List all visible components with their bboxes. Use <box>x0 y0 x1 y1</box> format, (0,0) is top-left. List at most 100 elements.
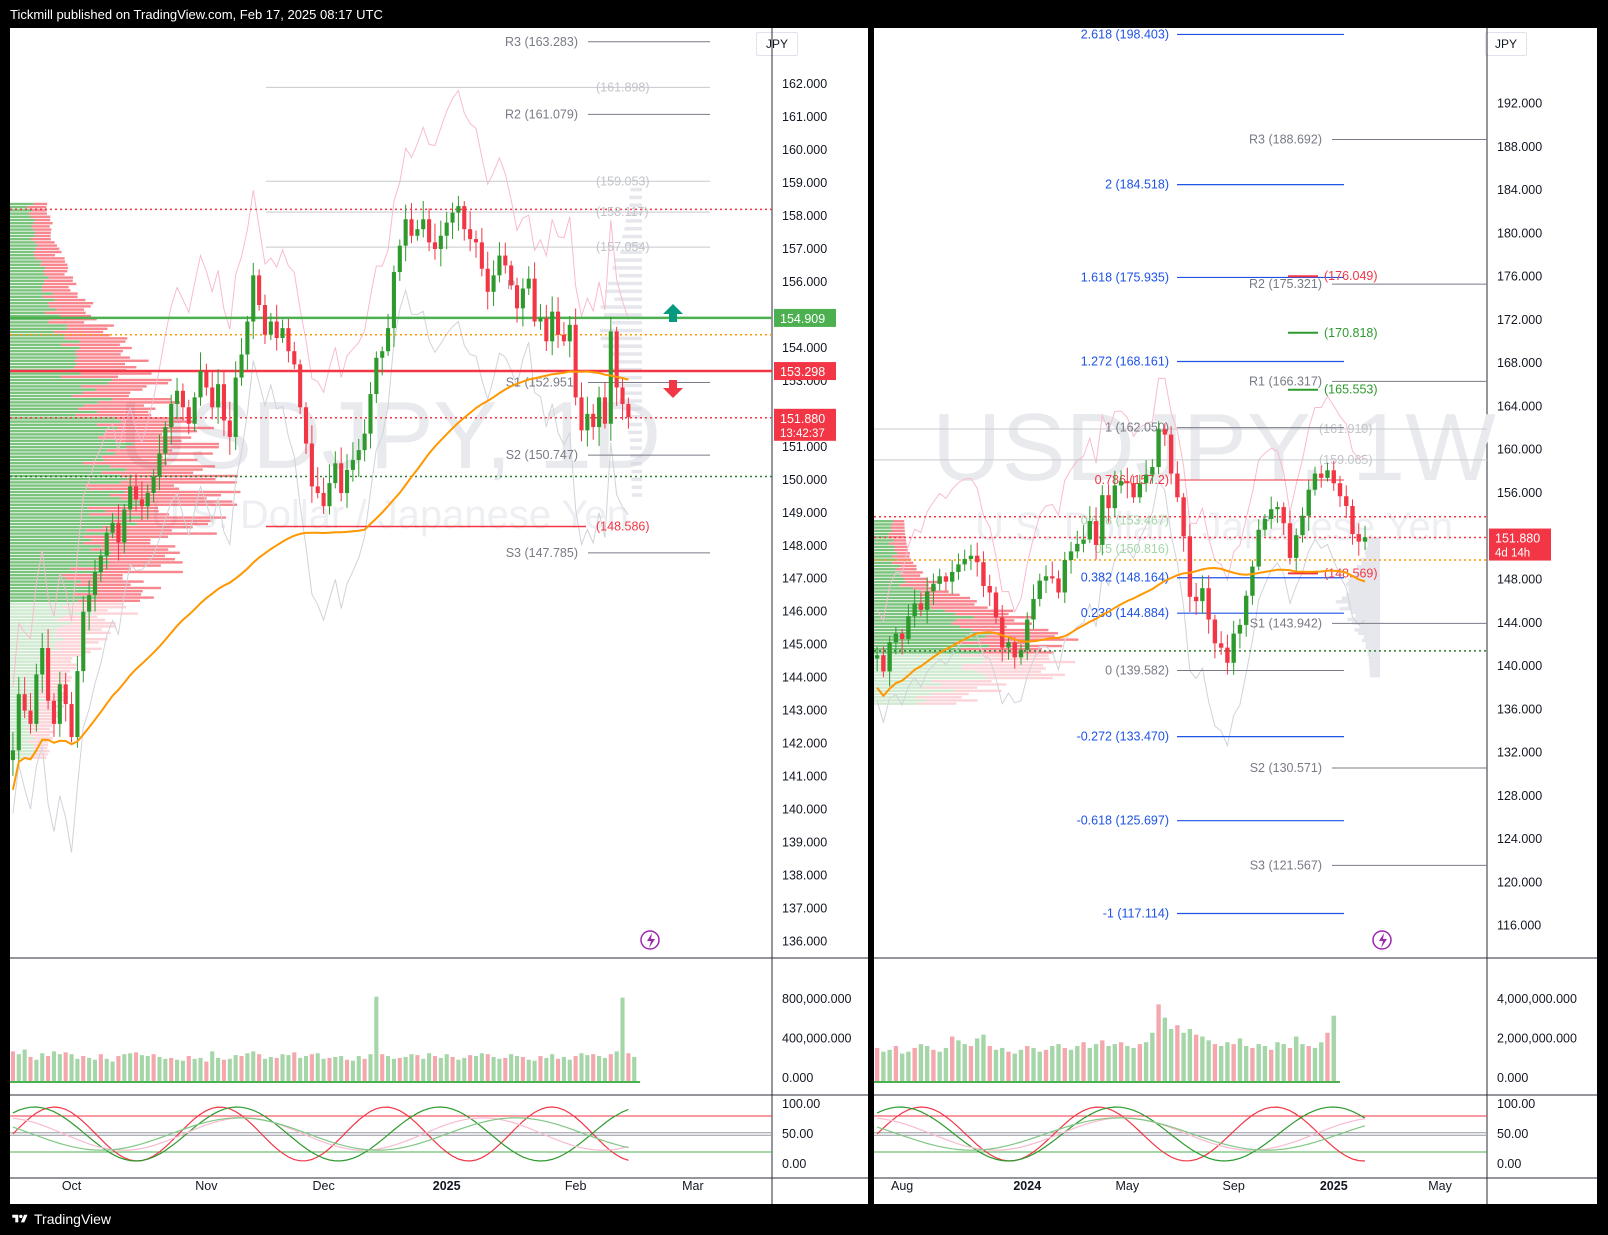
pivot-label: R3 (163.283) <box>505 35 578 49</box>
volume-bar <box>104 1058 109 1082</box>
volume-profile-bar <box>874 657 984 661</box>
candle-body <box>509 265 514 286</box>
publish-header: Tickmill published on TradingView.com, F… <box>0 0 1608 28</box>
volume-profile-bar <box>103 458 198 462</box>
candle-body <box>251 275 256 322</box>
volume-profile-bar <box>874 590 921 593</box>
price-tag <box>774 362 836 381</box>
volume-profile-bar <box>10 580 81 583</box>
candle-body <box>943 576 949 582</box>
volume-profile-bar <box>10 471 102 474</box>
volume-profile-bar <box>931 692 969 696</box>
volume-profile-bar <box>10 724 34 727</box>
volume-bar <box>503 1057 508 1082</box>
volume-profile-bar <box>43 269 68 273</box>
volume-profile-bar <box>44 685 69 689</box>
candle-body <box>1150 467 1155 475</box>
candle-body <box>245 321 250 355</box>
volume-profile-bar <box>77 356 130 359</box>
volume-profile-bar <box>38 705 65 708</box>
volume-profile-bar <box>117 439 182 442</box>
candle-body <box>1093 521 1099 545</box>
candle-body <box>327 483 332 507</box>
volume-bar <box>509 1054 514 1082</box>
volume-bar <box>597 1056 602 1082</box>
volume-profile-bar <box>90 548 169 551</box>
volume-profile-bar <box>10 221 34 225</box>
volume-profile-bar <box>951 622 1032 625</box>
volume-profile-bar <box>80 580 144 583</box>
volume-profile-bar <box>10 257 36 260</box>
volume-profile-bar <box>925 603 975 606</box>
volume-profile-bar <box>874 680 933 683</box>
volume-profile-bar <box>874 580 906 584</box>
candle-body <box>473 239 479 243</box>
candle-body <box>520 288 525 309</box>
volume-profile-bar <box>33 730 55 734</box>
volume-profile-bar <box>114 452 213 455</box>
volume-profile-bar <box>10 637 64 641</box>
volume-profile-bar <box>874 606 931 609</box>
session-volume-bar <box>622 391 642 395</box>
weekly-chart-panel[interactable]: JPY USDJPY, 1W U.S. Dollar / Japanese Yen… <box>874 28 1597 1204</box>
volume-bar <box>1006 1051 1011 1082</box>
session-volume-bar <box>1341 596 1380 601</box>
volume-profile-bar <box>874 673 985 677</box>
volume-profile-bar <box>983 660 1076 664</box>
price-tick-label: 145.000 <box>782 638 827 652</box>
volume-profile-bar <box>874 526 891 529</box>
volume-profile-bar <box>112 397 171 401</box>
faded-level-label: (159.053) <box>596 174 650 188</box>
volume-profile-bar <box>932 680 992 683</box>
volume-tick-label: 2,000,000.000 <box>1497 1032 1577 1046</box>
volume-profile-bar <box>120 481 237 484</box>
candle-body <box>1056 578 1061 593</box>
volume-profile-bar <box>10 429 107 433</box>
candle-body <box>303 407 309 444</box>
bollinger-lower <box>876 478 1366 748</box>
candle-body <box>881 655 886 672</box>
volume-bar <box>444 1054 449 1082</box>
volume-profile-bar <box>10 205 28 209</box>
volume-bar <box>1087 1047 1092 1082</box>
volume-bar <box>1100 1040 1105 1082</box>
volume-bar <box>956 1040 961 1082</box>
price-tag-label: 154.909 <box>780 312 825 326</box>
volume-profile-bar <box>107 381 169 385</box>
daily-chart-panel[interactable]: JPY USDJPY, 1D U.S. Dollar / Japanese Yen… <box>10 28 868 1204</box>
candle-body <box>585 413 590 431</box>
volume-profile-bar <box>45 663 77 666</box>
volume-profile-bar <box>10 458 104 462</box>
volume-bar <box>1181 1032 1186 1082</box>
candle-body <box>1306 489 1311 516</box>
volume-profile-bar <box>46 650 91 654</box>
time-tick-label: 2025 <box>1320 1179 1348 1193</box>
target-level-label: (148.569) <box>1324 566 1378 580</box>
volume-profile-bar <box>985 635 1055 638</box>
footer-brand: TradingView <box>34 1211 112 1227</box>
volume-profile-bar <box>944 609 1014 613</box>
candle-body <box>975 555 980 563</box>
volume-profile-bar <box>10 279 45 282</box>
session-volume-bar <box>627 211 642 215</box>
time-tick-label: 2025 <box>433 1179 461 1193</box>
volume-profile-bar <box>10 349 76 353</box>
candle-body <box>180 390 185 408</box>
volume-profile-bar <box>10 522 138 526</box>
volume-bar <box>906 1051 911 1082</box>
volume-profile-bar <box>917 702 957 705</box>
currency-label[interactable]: JPY <box>1485 32 1528 56</box>
candle-body <box>1187 536 1193 597</box>
volume-profile-bar <box>10 327 68 330</box>
candle-body <box>931 583 936 592</box>
volume-profile-bar <box>54 298 86 302</box>
volume-profile-bar <box>897 552 910 555</box>
session-volume-bar <box>612 266 642 270</box>
volume-profile-bar <box>120 474 239 478</box>
volume-profile-bar <box>874 520 894 523</box>
volume-profile-bar <box>10 426 118 430</box>
volume-profile-bar <box>984 673 1066 677</box>
volume-profile-bar <box>10 564 99 567</box>
price-tick-label: 116.000 <box>1497 919 1541 933</box>
lightning-icon <box>647 933 655 948</box>
